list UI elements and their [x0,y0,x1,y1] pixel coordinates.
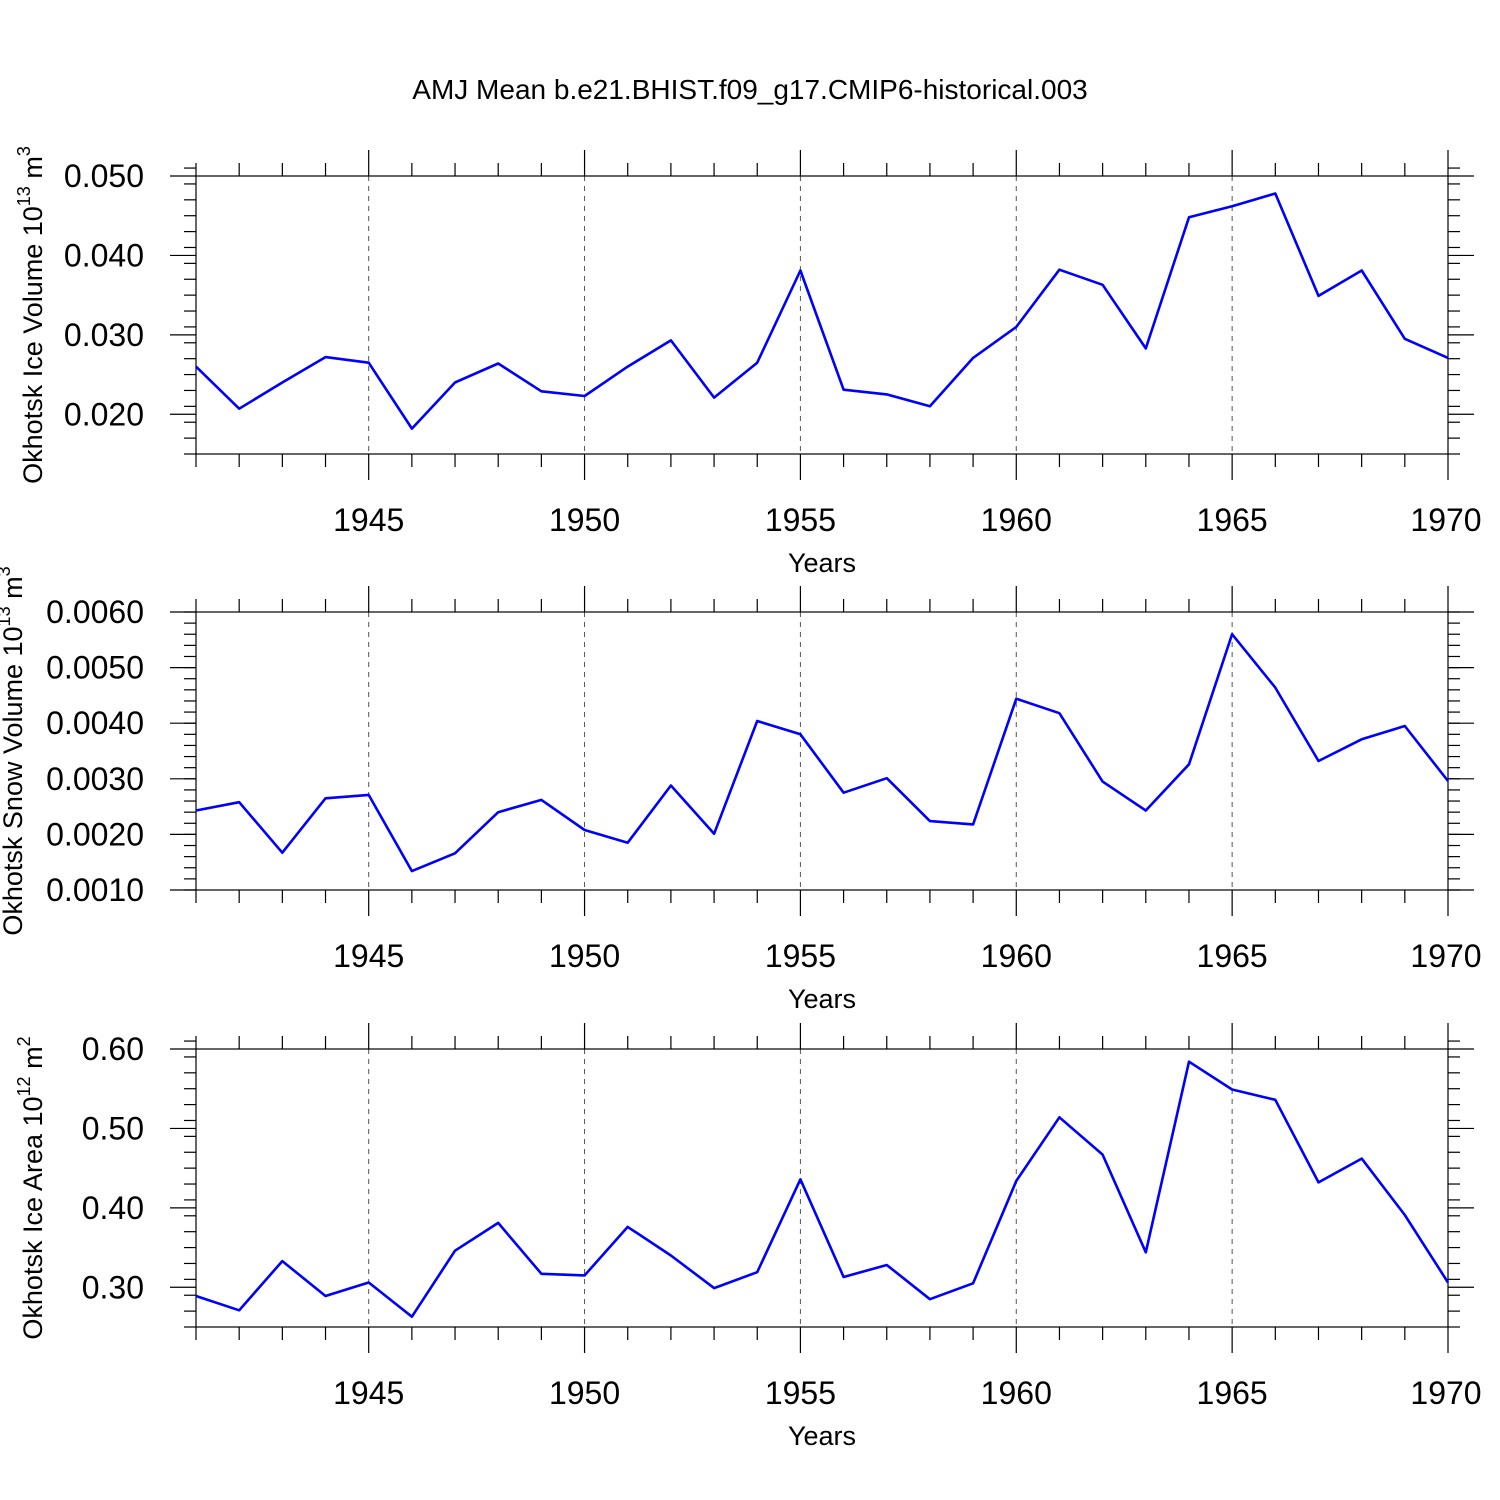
plot-frame [195,175,1449,455]
data-series-line [195,632,1450,873]
y-tick-label: 0.0060 [46,594,144,630]
y-tick-label: 0.40 [82,1190,144,1226]
y-axis-label-exponent: 13 [0,606,14,626]
y-tick-label: 0.0010 [46,872,144,908]
y-axis-label-text: Okhotsk Ice Volume 10 [18,206,48,484]
plot-frame [195,1048,1449,1328]
y-tick-label: 0.30 [82,1269,144,1305]
x-tick-label: 1960 [981,938,1052,974]
y-tick-label: 0.040 [64,237,144,273]
y-tick-label: 0.020 [64,396,144,432]
y-axis-label: Okhotsk Ice Volume 1013 m3 [14,146,48,484]
y-axis-label-unit: m [18,156,48,186]
data-series-line [195,192,1449,430]
y-tick-label: 0.030 [64,317,144,353]
x-tick-label: 1970 [1410,502,1481,538]
plot-frame [195,611,1449,891]
y-tick-label: 0.60 [82,1031,144,1067]
x-axis-label: Years [788,548,856,578]
x-tick-label: 1970 [1410,938,1481,974]
y-axis-label-unit: m [0,576,28,606]
x-tick-label: 1945 [333,1375,404,1411]
x-tick-label: 1965 [1197,1375,1268,1411]
x-tick-label: 1955 [765,938,836,974]
x-tick-label: 1970 [1410,1375,1481,1411]
y-axis-label-exponent: 13 [14,186,34,206]
data-series-line [195,1060,1450,1318]
y-tick-label: 0.50 [82,1110,144,1146]
y-tick-label: 0.0020 [46,816,144,852]
y-axis-label-unit-exponent: 2 [14,1036,34,1046]
x-tick-label: 1950 [549,938,620,974]
x-tick-label: 1945 [333,502,404,538]
x-tick-label: 1945 [333,938,404,974]
x-tick-label: 1955 [765,1375,836,1411]
figure-title: AMJ Mean b.e21.BHIST.f09_g17.CMIP6-histo… [412,74,1087,105]
y-axis-label: Okhotsk Ice Area 1012 m2 [14,1036,48,1339]
y-axis-label-exponent: 12 [14,1076,34,1096]
y-axis-label-text: Okhotsk Ice Area 10 [18,1096,48,1339]
x-axis-label: Years [788,984,856,1014]
y-tick-label: 0.0030 [46,761,144,797]
x-tick-label: 1950 [549,1375,620,1411]
x-axis-label: Years [788,1421,856,1451]
chart-panel-3: 0.30 0.40 0.50 0.60 1945 1950 1955 1960 1965 1970… [14,1023,1482,1451]
y-tick-label: 0.0050 [46,650,144,686]
x-tick-label: 1965 [1197,938,1268,974]
x-tick-label: 1960 [981,502,1052,538]
x-tick-label: 1965 [1197,502,1268,538]
y-tick-label: 0.0040 [46,705,144,741]
chart-panel-2: 0.0010 0.0020 0.0030 0.0040 0.0050 0.0060 1945… [0,566,1482,1014]
y-axis-label-unit-exponent: 3 [14,146,34,156]
x-tick-label: 1955 [765,502,836,538]
chart-panel-1: 0.020 0.030 0.040 0.050 1945 1950 1955 1960 1965… [14,146,1482,578]
y-axis-label-unit-exponent: 3 [0,566,14,576]
panels: 0.020 0.030 0.040 0.050 1945 1950 1955 1960 1965… [0,146,1482,1451]
x-tick-label: 1960 [981,1375,1052,1411]
y-axis-label-unit: m [18,1046,48,1076]
x-tick-label: 1950 [549,502,620,538]
y-axis-label: Okhotsk Snow Volume 1013 m3 [0,566,28,935]
y-tick-label: 0.050 [64,158,144,194]
y-axis-label-text: Okhotsk Snow Volume 10 [0,626,28,935]
